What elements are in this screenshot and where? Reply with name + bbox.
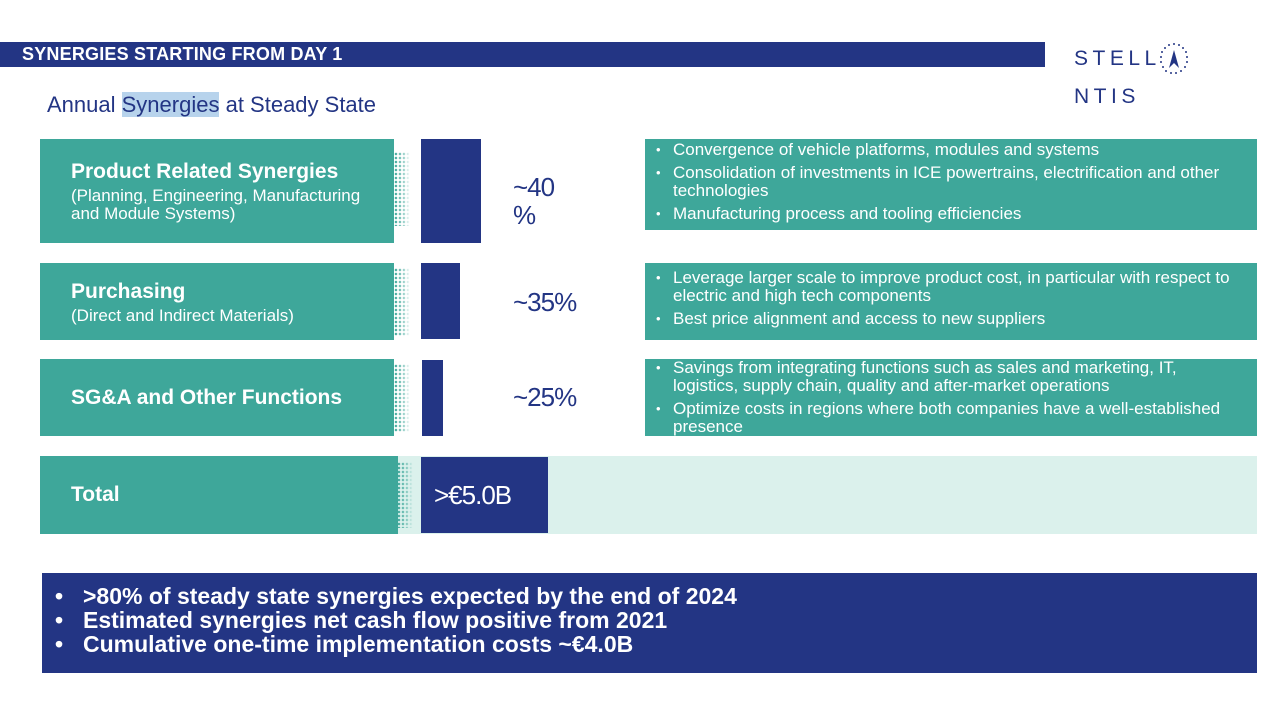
row-label-sga: SG&A and Other Functions (40, 359, 394, 436)
stellantis-logo: STELL NTIS (1074, 40, 1259, 108)
row-label-purchasing: Purchasing (Direct and Indirect Material… (40, 263, 394, 340)
list-item: Leverage larger scale to improve product… (656, 269, 1243, 305)
row-label-total: Total (40, 456, 398, 534)
dotted-separator (394, 152, 410, 226)
row-title: SG&A and Other Functions (71, 385, 343, 409)
dotted-separator (394, 268, 410, 336)
row-sublabel: (Planning, Engineering, Manufacturing an… (71, 186, 361, 223)
subtitle-part2: at Steady State (219, 92, 377, 117)
key-takeaways-box: >80% of steady state synergies expected … (42, 573, 1257, 673)
row-title: Product Related Synergies (71, 160, 339, 183)
row-percent: ~35% (513, 287, 577, 317)
total-label: Total (71, 483, 120, 506)
dotted-separator (397, 462, 413, 528)
list-item: Savings from integrating functions such … (656, 359, 1243, 395)
share-bar-product (421, 139, 481, 243)
list-item: Optimize costs in regions where both com… (656, 400, 1243, 436)
row-percent: ~40 % (513, 172, 555, 230)
row-bullets-product: Convergence of vehicle platforms, module… (645, 139, 1257, 230)
row-bullets-sga: Savings from integrating functions such … (645, 359, 1257, 436)
list-item: Consolidation of investments in ICE powe… (656, 164, 1243, 200)
share-bar-purchasing (421, 263, 460, 339)
dotted-separator (394, 364, 410, 432)
row-label-product: Product Related Synergies (Planning, Eng… (40, 139, 394, 243)
subtitle-part1: Annual (47, 92, 122, 117)
section-title: SYNERGIES STARTING FROM DAY 1 (22, 44, 343, 64)
subtitle-highlight: Synergies (121, 92, 220, 117)
list-item: >80% of steady state synergies expected … (55, 584, 1257, 608)
row-sublabel: (Direct and Indirect Materials) (71, 305, 294, 325)
logo-text-right: NTIS (1074, 85, 1140, 108)
row-title: Purchasing (71, 279, 186, 303)
list-item: Best price alignment and access to new s… (656, 310, 1243, 329)
logo-text-left: STELL (1074, 47, 1161, 70)
list-item: Manufacturing process and tooling effici… (656, 205, 1243, 224)
stellantis-star-icon (1160, 43, 1188, 74)
list-item: Estimated synergies net cash flow positi… (55, 608, 1257, 632)
total-value-bar: >€5.0B (421, 457, 548, 533)
row-bullets-purchasing: Leverage larger scale to improve product… (645, 263, 1257, 340)
list-item: Convergence of vehicle platforms, module… (656, 141, 1243, 160)
page-subtitle: Annual Synergies at Steady State (47, 91, 376, 119)
row-percent: ~25% (513, 382, 577, 412)
total-value: >€5.0B (434, 480, 512, 510)
share-bar-sga (422, 360, 443, 436)
section-header: SYNERGIES STARTING FROM DAY 1 (0, 42, 1045, 67)
list-item: Cumulative one-time implementation costs… (55, 632, 1257, 656)
